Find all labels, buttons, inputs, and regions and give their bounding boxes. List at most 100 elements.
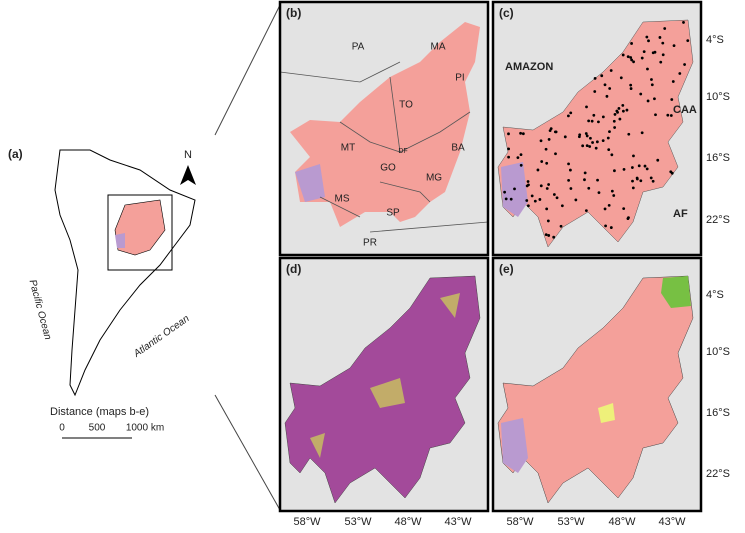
sample-point <box>651 179 655 183</box>
sample-point <box>516 156 520 160</box>
sample-point <box>504 197 508 201</box>
sample-point <box>663 27 667 30</box>
sample-point <box>597 120 600 124</box>
sample-point <box>587 119 591 123</box>
sample-point <box>567 162 570 166</box>
sample-point <box>645 167 649 171</box>
sample-point <box>622 207 626 211</box>
sample-point <box>513 187 516 191</box>
sample-point <box>540 160 544 163</box>
cerrado <box>114 199 166 256</box>
pantanal <box>115 233 125 248</box>
lat-label: 22°S <box>706 468 730 480</box>
sample-point <box>609 226 613 229</box>
sample-point <box>661 41 665 45</box>
sample-point <box>618 117 622 121</box>
sample-point <box>507 147 510 151</box>
state-label: PI <box>455 73 464 84</box>
sample-point <box>632 60 635 64</box>
sample-point <box>630 166 634 169</box>
sample-point <box>647 39 650 43</box>
sample-point <box>547 183 551 186</box>
sample-point <box>626 55 630 59</box>
sample-point <box>632 154 635 158</box>
sample-point <box>585 144 589 148</box>
lat-label: 4°S <box>706 34 724 46</box>
frame <box>491 256 703 513</box>
sample-point <box>672 44 676 47</box>
sample-point <box>683 63 686 66</box>
sample-point <box>658 36 662 39</box>
sample-point <box>637 164 641 168</box>
sample-point <box>569 187 573 190</box>
sample-point <box>621 103 625 107</box>
sample-point <box>653 97 656 101</box>
sample-point <box>610 153 614 157</box>
continent <box>54 149 196 397</box>
sample-point <box>507 132 510 136</box>
sample-point <box>631 186 635 190</box>
sample-point <box>554 152 557 156</box>
scale-tick: 500 <box>89 423 106 434</box>
sample-point <box>585 105 588 109</box>
sample-point <box>630 42 633 45</box>
state-label: DF <box>398 148 407 155</box>
state-label: TO <box>399 100 413 111</box>
lat-label: 10°S <box>706 91 730 103</box>
sample-point <box>583 171 587 175</box>
frame <box>491 0 703 257</box>
sample-point <box>547 234 551 237</box>
panel-a: (a) N Pacific Ocean Atlantic Ocean Dista… <box>8 4 281 511</box>
sample-point <box>629 87 633 90</box>
north-arrow-label: N <box>184 149 192 161</box>
lat-label: 16°S <box>706 407 730 419</box>
zoom-line <box>214 394 281 511</box>
sample-point <box>552 235 556 239</box>
state-label: MA <box>431 42 446 53</box>
sample-point <box>686 39 690 43</box>
pantanal <box>295 164 325 202</box>
state-label: BA <box>451 143 465 154</box>
sample-point <box>613 113 617 116</box>
sample-point <box>645 35 649 39</box>
sample-point <box>629 83 633 87</box>
sample-point <box>613 126 617 129</box>
panel-label: (e) <box>499 262 514 276</box>
sample-point <box>566 114 570 118</box>
frame <box>278 256 490 513</box>
panel-label: (c) <box>499 6 514 20</box>
sample-point <box>621 53 625 57</box>
inset-box <box>107 194 173 271</box>
sample-point <box>585 134 589 138</box>
lat-label: 16°S <box>706 152 730 164</box>
sample-point <box>600 74 604 78</box>
sample-point <box>627 132 631 136</box>
lon-label: 48°W <box>608 516 636 528</box>
sample-point <box>533 199 537 203</box>
sample-point <box>646 99 650 103</box>
sample-point <box>659 60 663 64</box>
sample-point <box>538 198 542 201</box>
sample-point <box>601 115 605 119</box>
region-label: AF <box>673 208 688 220</box>
sample-point <box>605 94 609 98</box>
lon-label: 43°W <box>658 516 686 528</box>
sample-point <box>621 109 625 113</box>
sample-point <box>555 196 559 200</box>
sample-point <box>547 138 551 141</box>
sample-point <box>612 119 616 123</box>
panel-label: (a) <box>8 147 23 161</box>
sample-point <box>569 168 572 172</box>
lat-label: 22°S <box>706 214 730 226</box>
sample-point <box>635 176 639 180</box>
lon-label: 53°W <box>557 516 585 528</box>
sample-point <box>546 219 550 223</box>
sample-point <box>646 67 649 71</box>
lon-label: 58°W <box>506 516 534 528</box>
sample-point <box>609 69 613 72</box>
sample-point <box>509 197 513 201</box>
sample-point <box>569 111 573 115</box>
sample-point <box>587 186 591 190</box>
patch <box>661 276 691 308</box>
sample-point <box>574 198 578 202</box>
